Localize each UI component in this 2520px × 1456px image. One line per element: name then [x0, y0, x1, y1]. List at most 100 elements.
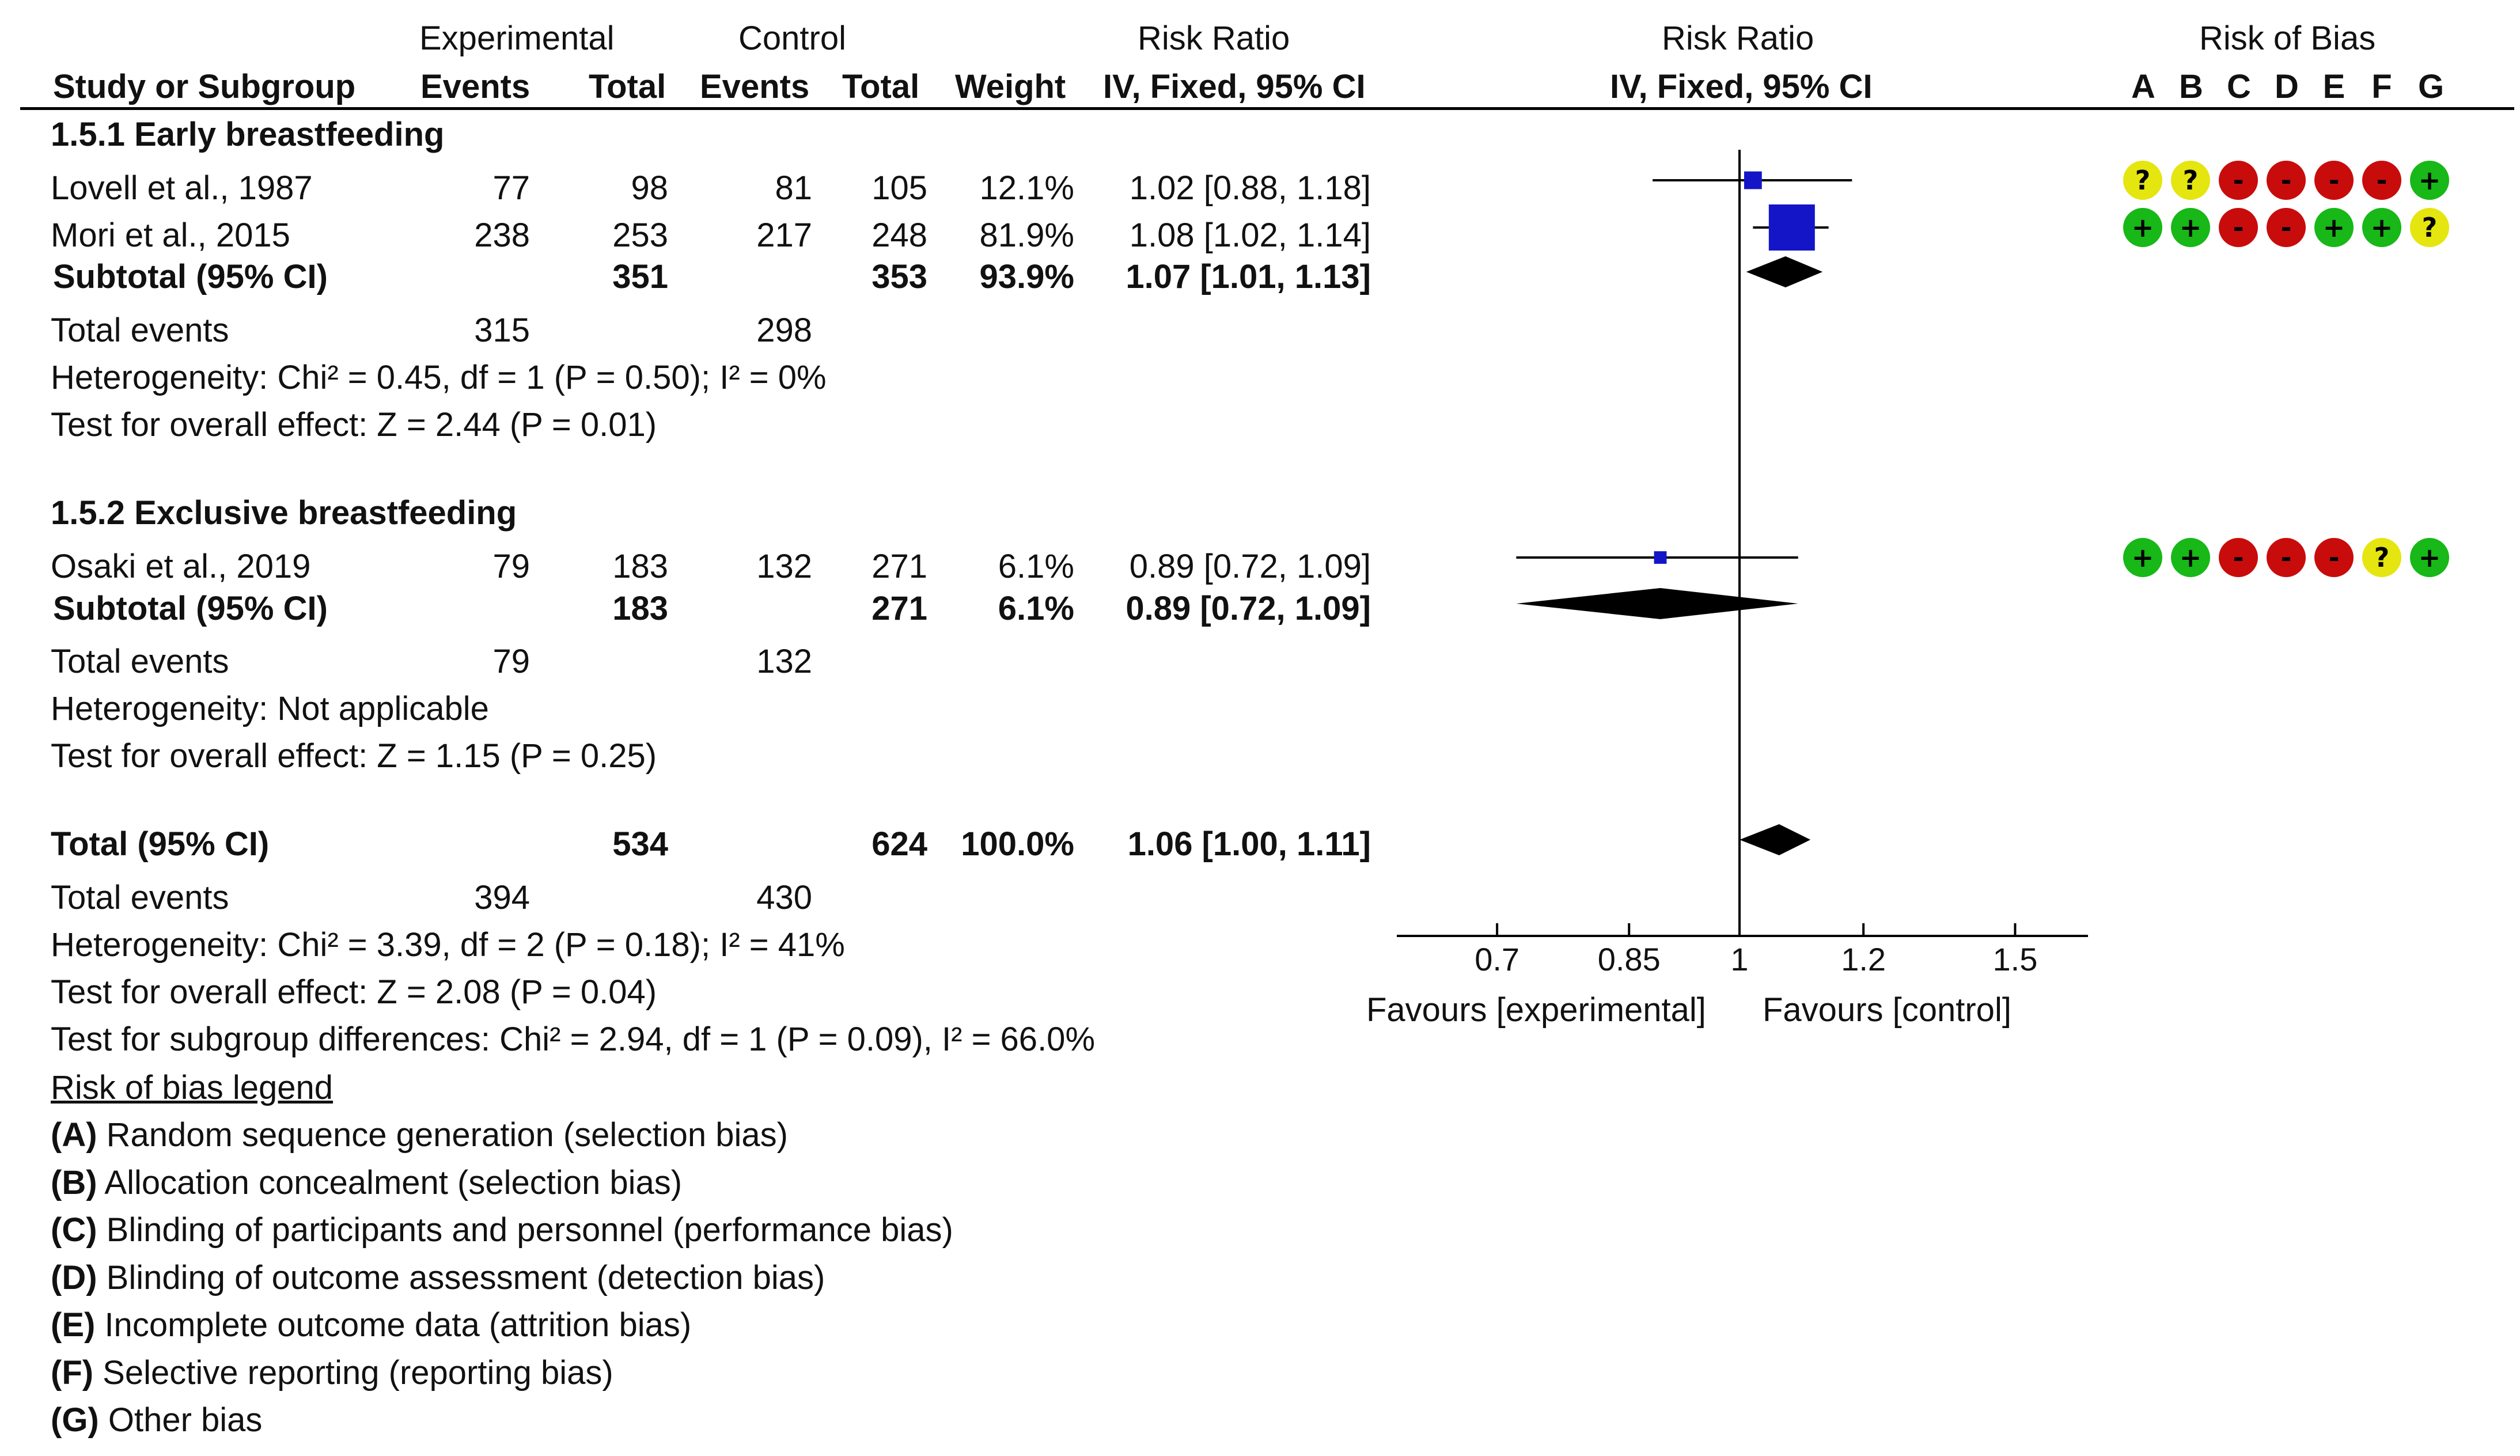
rob-legend-text: Blinding of participants and personnel (…	[97, 1211, 953, 1249]
rob-dot	[2219, 538, 2258, 577]
rob-symbol: -	[2280, 165, 2291, 196]
subgroup-1-title: 1.5.1 Early breastfeeding	[51, 116, 445, 153]
header-ctrl-events: Events	[700, 68, 810, 105]
rob-dot	[2171, 538, 2210, 577]
rob-dot	[2219, 161, 2258, 200]
rob-symbol: -	[2280, 542, 2291, 573]
rob-letter-a: A	[2131, 68, 2155, 105]
ctrl-total: 271	[871, 548, 927, 585]
ctrl-total: 248	[871, 217, 927, 254]
rob-dot	[2314, 208, 2354, 247]
overall-diamond	[1740, 824, 1811, 855]
rob-symbol: -	[2328, 542, 2339, 573]
subtotal-weight: 6.1%	[998, 590, 1074, 627]
rob-letter-b: B	[2179, 68, 2203, 105]
rob-symbol: +	[2419, 542, 2441, 573]
rob-symbol: +	[2371, 212, 2393, 243]
rob-legend-item: (E) Incomplete outcome data (attrition b…	[51, 1309, 691, 1342]
overall-effect: Test for overall effect: Z = 2.44 (P = 0…	[51, 406, 657, 443]
study-ci: 1.02 [0.88, 1.18]	[1129, 169, 1371, 207]
rob-symbol: ?	[2135, 165, 2151, 196]
subtotal-exp-total: 183	[612, 590, 668, 627]
study-ci: 1.08 [1.02, 1.14]	[1129, 217, 1371, 254]
ctrl-events: 132	[756, 548, 812, 585]
rob-letter-d: D	[2275, 68, 2299, 105]
rob-legend-item: (D) Blinding of outcome assessment (dete…	[51, 1261, 825, 1295]
study-marker	[1654, 551, 1667, 564]
rob-legend-text: Blinding of outcome assessment (detectio…	[97, 1258, 825, 1296]
rob-symbol: +	[2132, 542, 2154, 573]
rob-symbol: -	[2376, 165, 2387, 196]
subtotal-exp-total: 351	[612, 258, 668, 295]
rob-dot	[2219, 208, 2258, 247]
rob-letter-c: C	[2227, 68, 2251, 105]
rob-legend-item: (F) Selective reporting (reporting bias)	[51, 1356, 613, 1390]
subtotal-label: Subtotal (95% CI)	[53, 258, 328, 295]
rob-legend-text: Other bias	[98, 1401, 263, 1439]
rob-symbol: -	[2233, 165, 2244, 196]
subtotal-ctrl-total: 271	[871, 590, 927, 627]
exp-total: 98	[631, 169, 668, 207]
rob-legend-key: (D)	[51, 1258, 97, 1296]
study-marker	[1744, 171, 1762, 189]
header-control: Control	[738, 20, 846, 57]
rob-dot	[2410, 538, 2449, 577]
overall-exp-total: 534	[612, 825, 668, 863]
rob-legend-text: Incomplete outcome data (attrition bias)	[95, 1306, 692, 1344]
rob-dot	[2314, 161, 2354, 200]
subtotal-weight: 93.9%	[979, 258, 1074, 295]
rob-symbol: ?	[2422, 212, 2438, 243]
rob-legend-title: Risk of bias legend	[51, 1069, 334, 1106]
header-weight: Weight	[955, 68, 1066, 105]
rob-letter-e: E	[2322, 68, 2345, 105]
total-events-label: Total events	[51, 643, 229, 680]
rob-symbol: ?	[2183, 165, 2199, 196]
rob-dot	[2362, 538, 2401, 577]
subgroup-2-title: 1.5.2 Exclusive breastfeeding	[51, 494, 517, 532]
header-ctrl-total: Total	[842, 68, 920, 105]
rob-legend-item: (B) Allocation concealment (selection bi…	[51, 1166, 682, 1200]
ctrl-total: 105	[871, 169, 927, 207]
x-tick-label: 0.85	[1598, 941, 1661, 977]
rob-letter-g: G	[2418, 68, 2445, 105]
header-risk-of-bias: Risk of Bias	[2199, 20, 2376, 57]
rob-legend-key: (G)	[51, 1401, 99, 1439]
ctrl-events: 81	[775, 169, 812, 207]
subgroup-differences: Test for subgroup differences: Chi² = 2.…	[51, 1021, 1096, 1058]
total-events-exp: 79	[492, 643, 530, 680]
ctrl-events: 217	[756, 217, 812, 254]
rob-symbol: +	[2132, 212, 2154, 243]
subtotal-ctrl-total: 353	[871, 258, 927, 295]
overall-ci: 1.06 [1.00, 1.11]	[1127, 825, 1371, 863]
rob-legend-item: (C) Blinding of participants and personn…	[51, 1214, 953, 1247]
total-events-ctrl: 298	[756, 312, 812, 349]
rob-dot	[2267, 208, 2306, 247]
overall-effect: Test for overall effect: Z = 2.08 (P = 0…	[51, 973, 657, 1011]
subtotal-diamond	[1516, 588, 1798, 619]
rob-legend-key: (E)	[51, 1306, 96, 1344]
overall-total-label: Total (95% CI)	[51, 825, 270, 863]
total-events-ctrl: 430	[756, 879, 812, 916]
heterogeneity: Heterogeneity: Chi² = 0.45, df = 1 (P = …	[51, 359, 827, 396]
rob-dot	[2362, 208, 2401, 247]
x-tick-label: 0.7	[1475, 941, 1519, 977]
rob-dot	[2123, 161, 2162, 200]
favours-control: Favours [control]	[1763, 991, 2011, 1029]
rob-symbol: +	[2180, 212, 2202, 243]
rob-dot	[2171, 161, 2210, 200]
rob-legend-key: (B)	[51, 1163, 97, 1201]
study-ci: 0.89 [0.72, 1.09]	[1129, 548, 1371, 585]
rob-legend-key: (A)	[51, 1116, 97, 1154]
rob-dot	[2362, 161, 2401, 200]
header-rule	[20, 107, 2514, 110]
header-study-subgroup: Study or Subgroup	[53, 68, 356, 105]
rob-legend-key: (F)	[51, 1353, 94, 1391]
subtotal-diamond	[1746, 256, 1823, 287]
exp-events: 77	[492, 169, 530, 207]
study-name: Mori et al., 2015	[51, 217, 290, 254]
rob-symbol: +	[2419, 165, 2441, 196]
x-tick-label: 1	[1730, 941, 1748, 977]
rob-dot	[2314, 538, 2354, 577]
header-method-1: IV, Fixed, 95% CI	[1103, 68, 1366, 105]
